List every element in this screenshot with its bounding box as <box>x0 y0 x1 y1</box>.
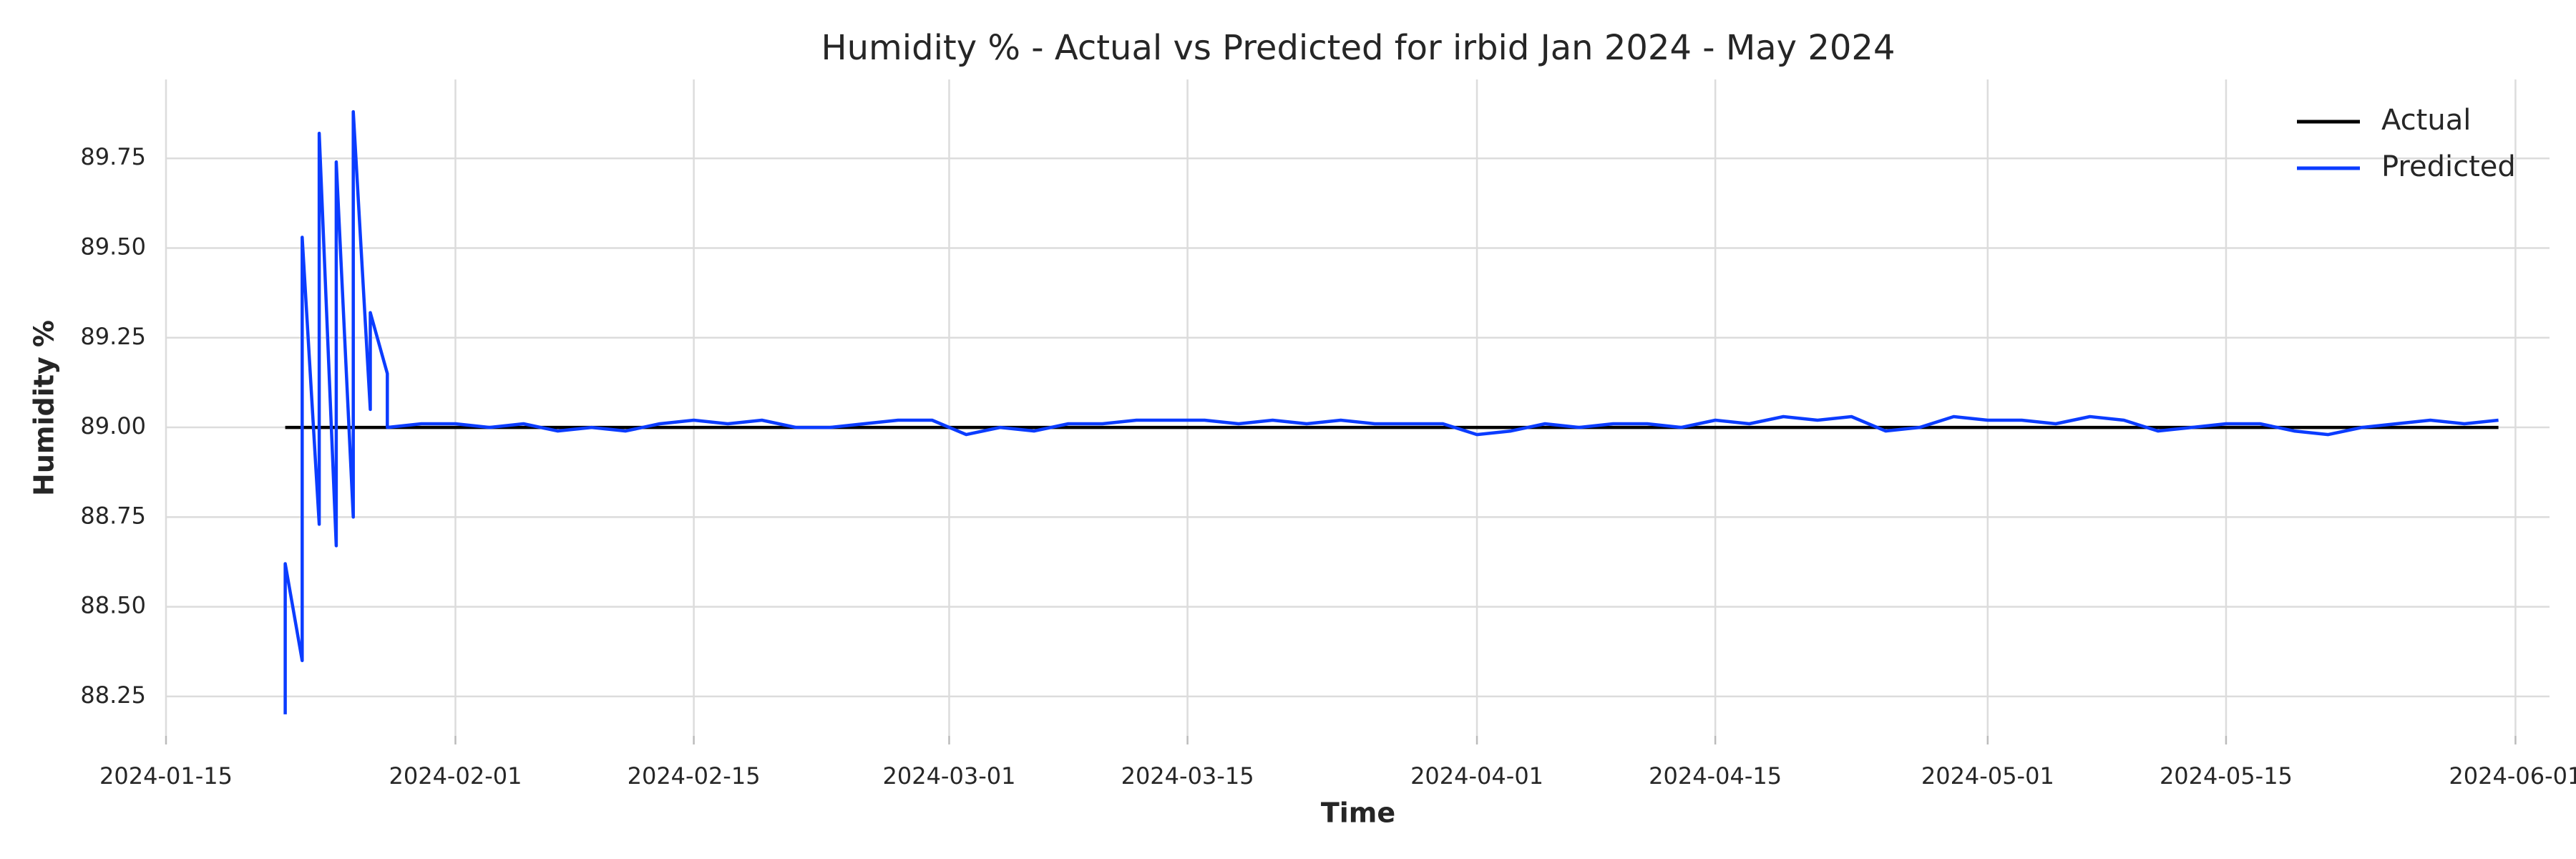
y-tick-label: 88.75 <box>80 502 146 529</box>
x-tick-label: 2024-03-01 <box>882 762 1015 790</box>
x-tick-label: 2024-01-15 <box>99 762 233 790</box>
x-tick-label: 2024-02-01 <box>389 762 522 790</box>
x-tick-label: 2024-03-15 <box>1121 762 1254 790</box>
x-tick-label: 2024-04-01 <box>1410 762 1543 790</box>
y-tick-label: 89.75 <box>80 143 146 170</box>
y-tick-label: 88.50 <box>80 592 146 619</box>
x-tick-label: 2024-05-01 <box>1921 762 2054 790</box>
x-axis-label: Time <box>1321 797 1395 829</box>
legend-label: Predicted <box>2381 150 2516 183</box>
y-tick-label: 89.50 <box>80 233 146 261</box>
y-tick-label: 88.25 <box>80 681 146 709</box>
data-line <box>283 110 2499 714</box>
x-tick-label: 2024-06-01 <box>2449 762 2576 790</box>
chart-title: Humidity % - Actual vs Predicted for irb… <box>821 28 1896 68</box>
x-tick-label: 2024-02-15 <box>628 762 761 790</box>
y-tick-label: 89.00 <box>80 412 146 440</box>
y-axis-label: Humidity % <box>29 320 60 496</box>
legend-label: Actual <box>2381 104 2471 137</box>
y-tick-label: 89.25 <box>80 323 146 350</box>
x-tick-label: 2024-04-15 <box>1649 762 1782 790</box>
x-tick-label: 2024-05-15 <box>2160 762 2293 790</box>
